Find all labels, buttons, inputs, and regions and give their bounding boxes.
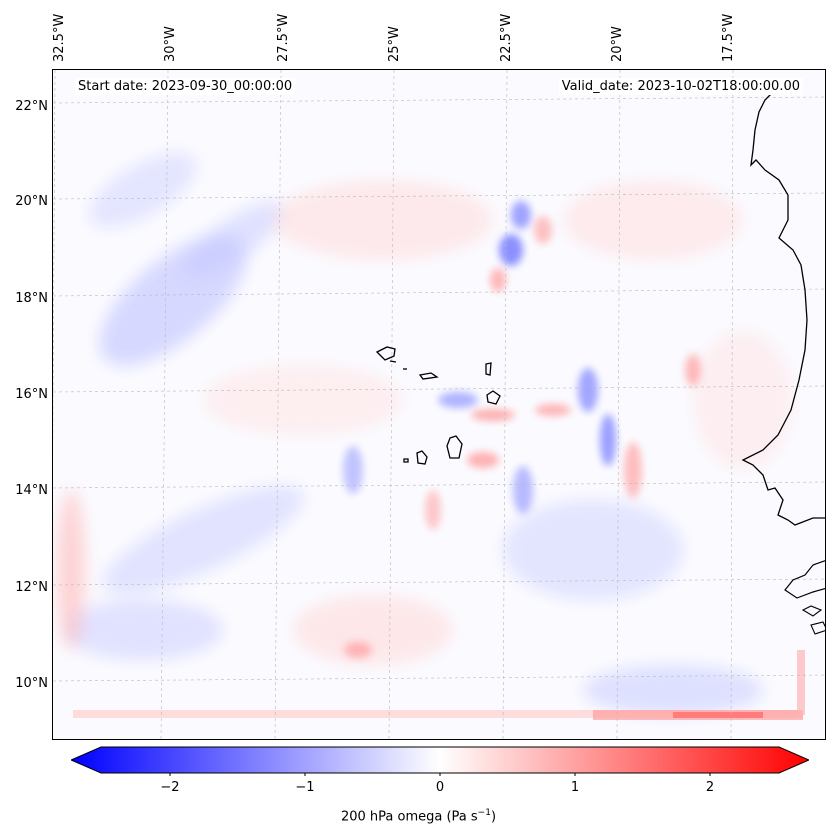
guinea-bissau-coastline <box>784 560 825 599</box>
graticule <box>53 70 825 739</box>
lat-label-14n: 14°N <box>15 483 48 498</box>
lon-label-22-5w: 22.5°W <box>499 13 514 62</box>
lon-label-17-5w: 17.5°W <box>721 13 736 62</box>
domain-boundary-artifacts <box>73 650 805 720</box>
omega-background-field <box>57 153 793 715</box>
colorbar-label-exponent: −1 <box>477 808 491 818</box>
lon-label-25w: 25°W <box>387 26 402 62</box>
colorbar-tick-2: 2 <box>705 780 715 795</box>
colorbar-gradient <box>71 746 809 774</box>
lon-label-20w: 20°W <box>610 26 625 62</box>
valid-date-label: Valid_date: 2023-10-02T18:00:00.00 <box>558 78 803 95</box>
colorbar-tick-marks <box>169 773 711 776</box>
lon-label-32-5w: 32.5°W <box>52 13 67 62</box>
bijagos-islands <box>801 605 825 635</box>
omega-convective-cells <box>343 201 701 658</box>
lon-label-27-5w: 27.5°W <box>276 13 291 62</box>
african-coastline <box>741 89 825 526</box>
colorbar-label: 200 hPa omega (Pa s−1) <box>0 808 837 824</box>
colorbar-tick-1: 1 <box>570 780 580 795</box>
lat-label-18n: 18°N <box>15 291 48 306</box>
colorbar-tick-minus-2: −2 <box>160 780 180 795</box>
start-date-label: Start date: 2023-09-30_00:00:00 <box>75 78 296 95</box>
colorbar-label-text: 200 hPa omega (Pa s <box>340 809 478 825</box>
colorbar <box>71 746 809 776</box>
colorbar-tick-minus-1: −1 <box>295 780 315 795</box>
lat-label-20n: 20°N <box>15 194 48 209</box>
lat-label-22n: 22°N <box>15 99 48 114</box>
lon-label-30w: 30°W <box>163 26 178 62</box>
colorbar-label-close: ) <box>490 809 497 825</box>
lat-label-10n: 10°N <box>15 676 48 691</box>
lat-label-12n: 12°N <box>15 580 48 595</box>
cape-verde-islands <box>375 346 501 465</box>
lat-label-16n: 16°N <box>15 387 48 402</box>
colorbar-tick-0: 0 <box>435 780 445 795</box>
omega-field-map <box>53 70 825 739</box>
map-panel: Start date: 2023-09-30_00:00:00 Valid_da… <box>52 69 826 740</box>
